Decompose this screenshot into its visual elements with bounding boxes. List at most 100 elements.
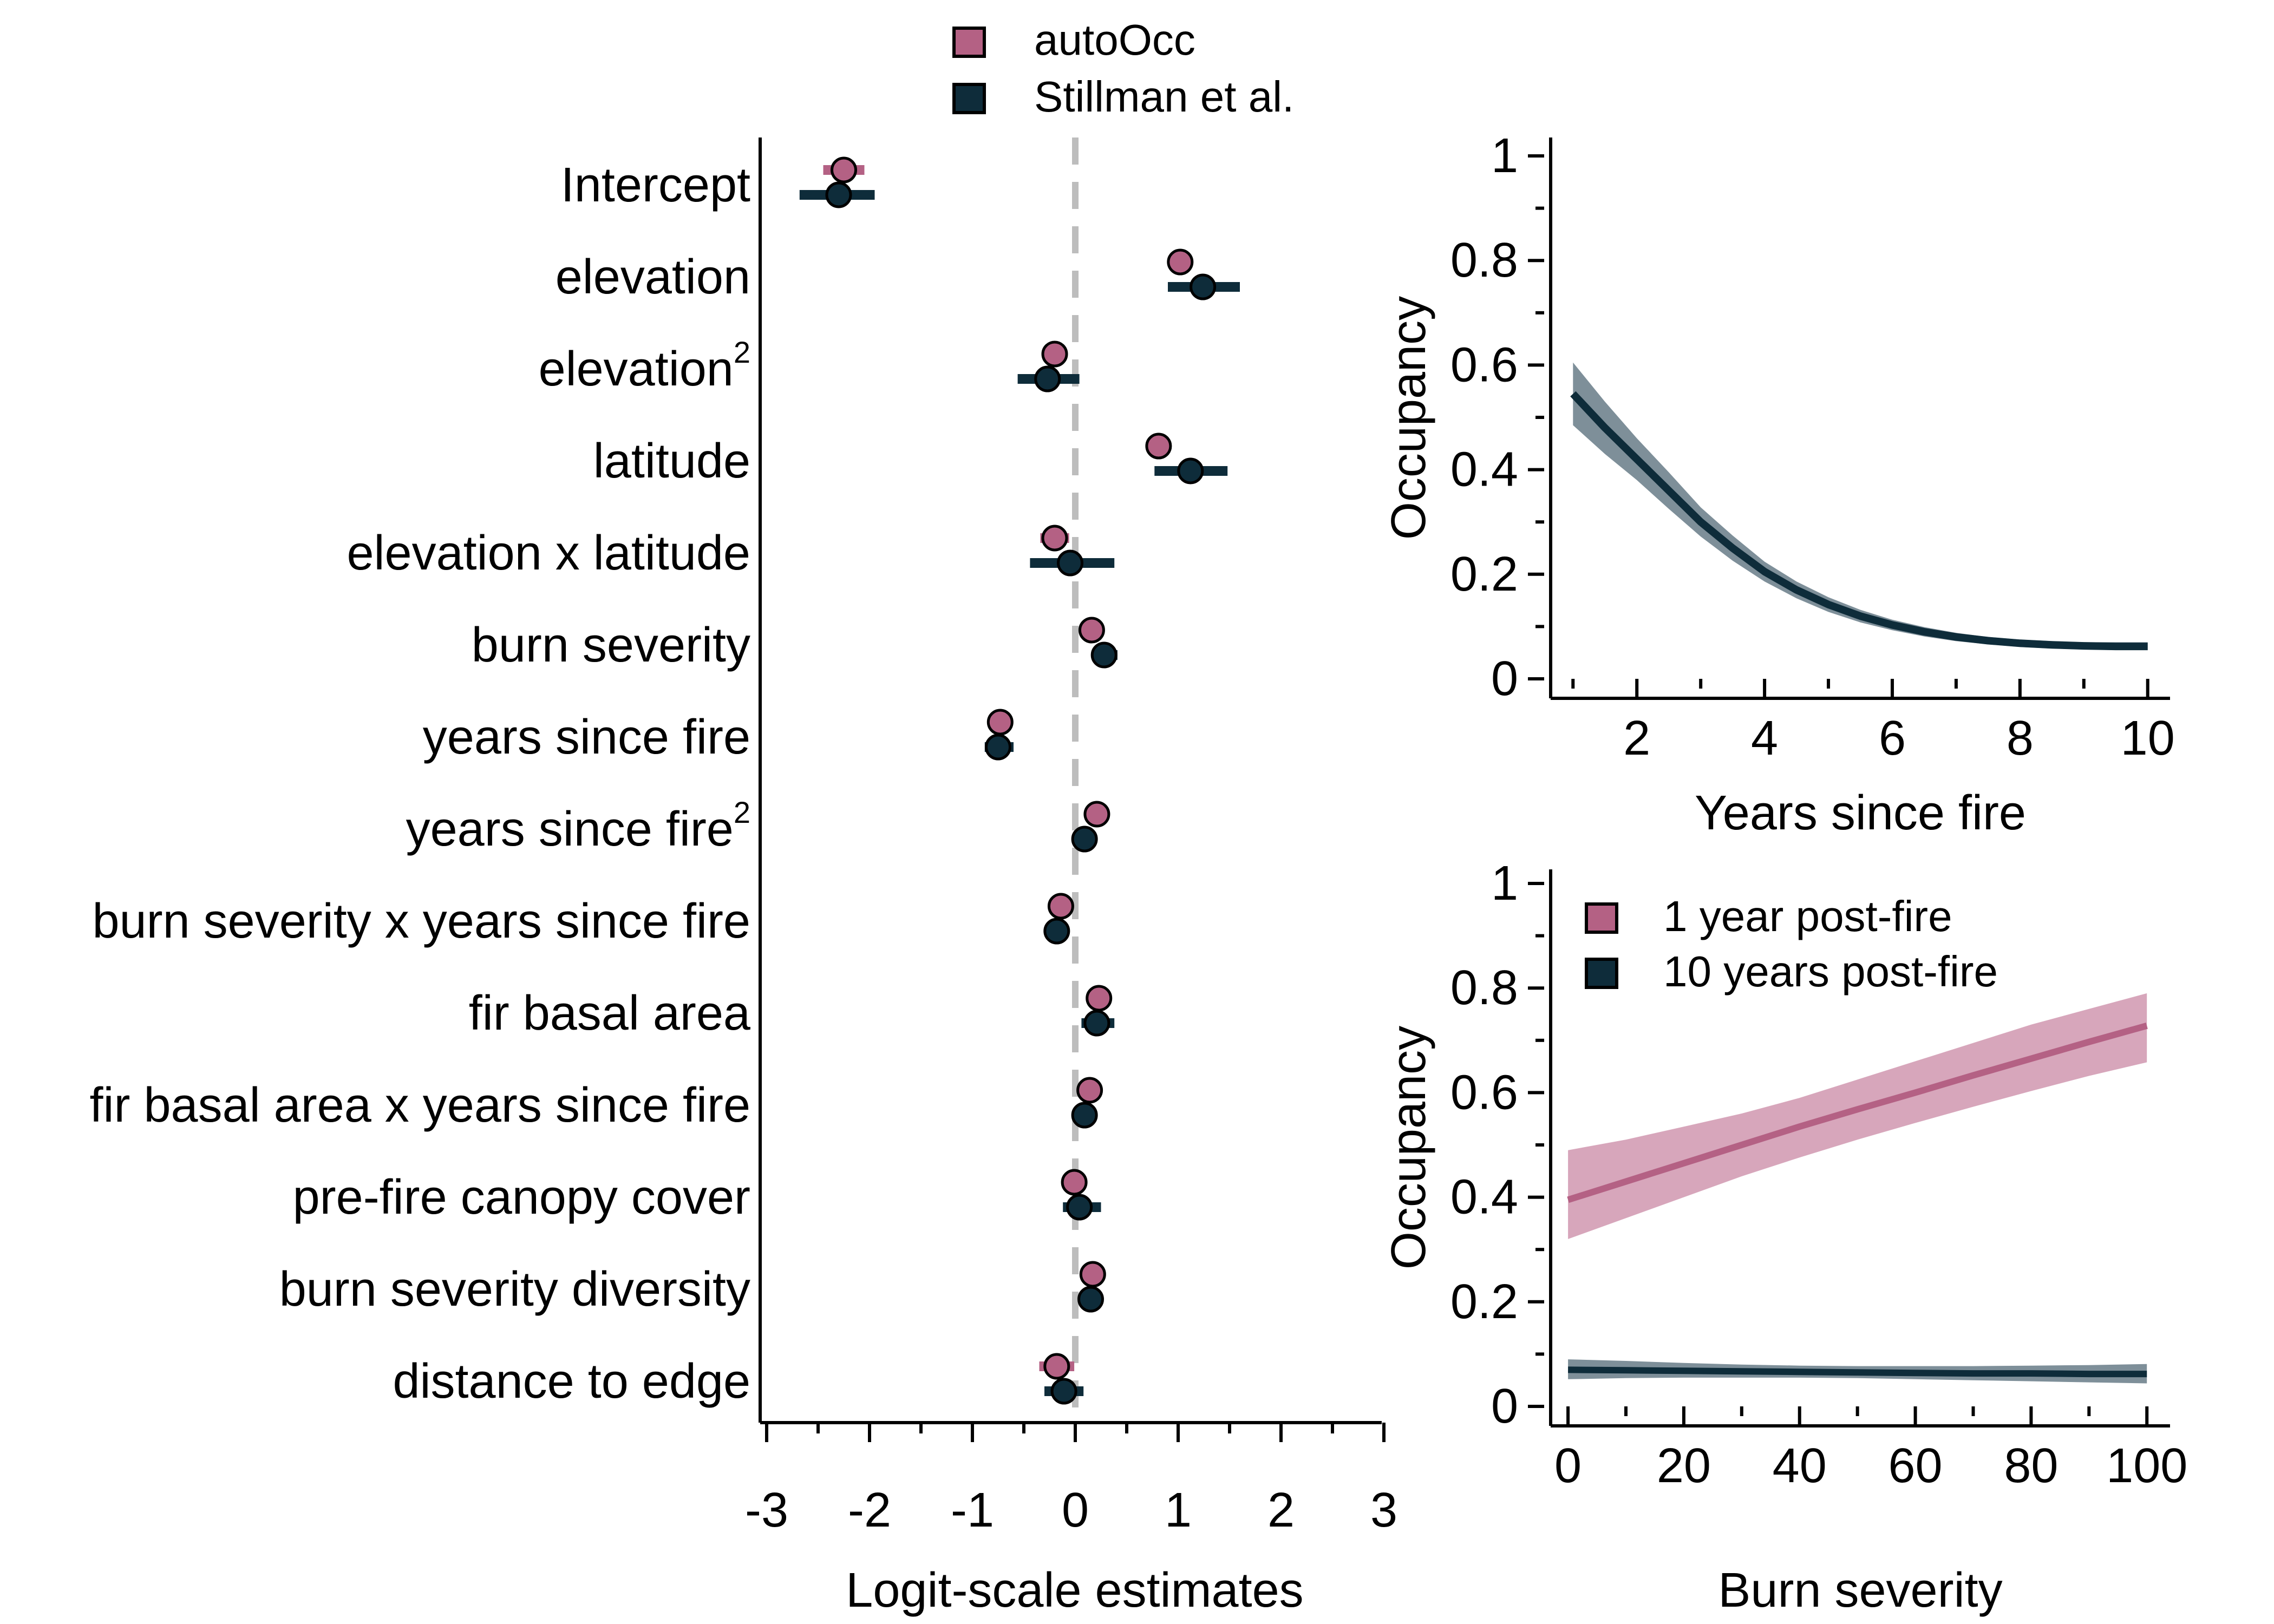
autoocc-point: [1167, 248, 1194, 276]
term-label: fir basal area x years since fire: [90, 1078, 751, 1132]
coef-x-tick-label: -3: [745, 1483, 788, 1537]
stillman-point: [1071, 826, 1098, 853]
c-legend: 1 year post-fire 10 years post-fire: [1585, 892, 1998, 996]
autoocc-point: [1086, 985, 1113, 1012]
stillman-point: [825, 181, 852, 208]
stillman-point: [1090, 641, 1118, 669]
stillman-point: [985, 734, 1011, 761]
term-label: elevation x latitude: [347, 526, 751, 580]
x-tick-label: 0: [1554, 1439, 1582, 1493]
legend-label-ten-years: 10 years post-fire: [1663, 947, 1998, 996]
coef-x-tick-label: -2: [848, 1483, 891, 1537]
ten-years-occupancy-line: [1568, 1366, 2147, 1378]
autoocc-point: [1061, 1169, 1088, 1196]
x-tick-label: 20: [1657, 1439, 1711, 1493]
stillman-point: [1043, 918, 1070, 945]
one-year-occupancy-line: [1567, 1023, 2148, 1203]
autoocc-point: [1047, 893, 1074, 920]
coef-legend: autoOcc Stillman et al.: [952, 16, 1294, 121]
term-label: burn severity x years since fire: [93, 894, 750, 948]
autoocc-point: [1041, 525, 1068, 552]
y-tick-label: 0: [1491, 1379, 1518, 1433]
stillman-point: [1050, 1378, 1077, 1405]
autoocc-point: [1145, 433, 1172, 460]
one-year-ci-band: [1568, 993, 2147, 1239]
years-since-fire-occupancy-line: [1570, 391, 2148, 651]
coef-x-tick-label: 3: [1370, 1483, 1397, 1537]
coef-x-tick-label: 1: [1165, 1483, 1192, 1537]
coef-x-ticks: -3 -2 -1 0 1 2 3: [745, 1423, 1397, 1537]
autoocc-point: [831, 156, 857, 184]
legend-label-stillman: Stillman et al.: [1034, 73, 1294, 121]
term-label: fir basal area: [469, 986, 751, 1040]
y-tick-label: 0.4: [1450, 1170, 1518, 1224]
term-label: burn severity: [472, 618, 750, 672]
years-since-fire-panel: 0 0.2 0.4 0.6 0.8 1 2 4 6 8 10 Years since fire Oc…: [1382, 129, 2175, 840]
autoocc-point: [1043, 1353, 1070, 1380]
y-tick-label: 0.4: [1450, 443, 1518, 497]
coefficient-marks: [799, 156, 1240, 1405]
y-tick-label: 0.8: [1450, 233, 1518, 287]
y-tick-label: 1: [1491, 856, 1518, 911]
term-label: distance to edge: [393, 1354, 751, 1409]
coef-x-tick-label: -1: [951, 1483, 994, 1537]
x-tick-label: 60: [1889, 1439, 1943, 1493]
legend-label-autoocc: autoOcc: [1034, 16, 1195, 64]
term-label: elevation2: [539, 335, 750, 396]
b-y-axis-label: Occupancy: [1382, 296, 1436, 540]
y-tick-label: 0.6: [1450, 338, 1518, 392]
y-tick-label: 1: [1491, 129, 1518, 183]
autoocc-point: [1079, 1261, 1106, 1288]
term-label: latitude: [593, 434, 750, 488]
c-y-axis-label: Occupancy: [1382, 1026, 1436, 1269]
legend-swatch-stillman: [952, 83, 986, 114]
x-tick-label: 6: [1879, 711, 1906, 765]
x-tick-label: 80: [2004, 1439, 2058, 1493]
x-tick-label: 40: [1773, 1439, 1827, 1493]
stillman-point: [1034, 365, 1061, 392]
y-tick-label: 0.8: [1450, 961, 1518, 1015]
stillman-point: [1190, 273, 1217, 300]
autoocc-point: [1083, 801, 1110, 828]
burn-severity-panel: 0 0.2 0.4 0.6 0.8 1 0 20 40 60 80 100 1 year post-f…: [1382, 856, 2187, 1618]
autoocc-point: [986, 709, 1014, 736]
stillman-point: [1177, 457, 1204, 484]
x-tick-label: 8: [2007, 711, 2034, 765]
x-tick-label: 4: [1751, 711, 1778, 765]
years-since-fire-ci-band: [1573, 362, 2148, 650]
autoocc-point: [1078, 617, 1105, 644]
b-x-axis-label: Years since fire: [1695, 786, 2026, 840]
coef-x-tick-label: 2: [1267, 1483, 1295, 1537]
term-label: burn severity diversity: [279, 1262, 750, 1317]
coef-x-tick-label: 0: [1062, 1483, 1089, 1537]
term-label: years since fire: [423, 710, 750, 764]
x-tick-label: 2: [1623, 711, 1650, 765]
stillman-point: [1066, 1194, 1093, 1221]
legend-swatch-one-year: [1585, 902, 1618, 934]
x-tick-label: 10: [2121, 711, 2175, 765]
stillman-point: [1077, 1286, 1104, 1313]
stillman-point: [1083, 1010, 1110, 1037]
y-tick-label: 0.6: [1450, 1065, 1518, 1119]
legend-swatch-autoocc: [952, 27, 986, 58]
autoocc-point: [1076, 1077, 1103, 1104]
coefficient-plot: Intercept elevation elevation2 latitude elev…: [90, 137, 1397, 1618]
term-label: elevation: [556, 250, 750, 304]
stillman-point: [1071, 1102, 1098, 1129]
autoocc-point: [1041, 340, 1068, 368]
stillman-point: [1057, 549, 1083, 577]
coef-x-axis-label: Logit-scale estimates: [846, 1563, 1303, 1618]
term-label: Intercept: [561, 158, 750, 212]
c-x-axis-label: Burn severity: [1718, 1563, 2002, 1618]
x-tick-label: 100: [2106, 1439, 2187, 1493]
legend-swatch-ten-years: [1585, 958, 1618, 989]
b-ticks: 0 0.2 0.4 0.6 0.8 1 2 4 6 8 10: [1450, 129, 2175, 765]
y-tick-label: 0.2: [1450, 1275, 1518, 1329]
term-label: pre-fire canopy cover: [293, 1170, 750, 1224]
c-ticks: 0 0.2 0.4 0.6 0.8 1 0 20 40 60 80 100: [1450, 856, 2187, 1493]
y-tick-label: 0.2: [1450, 547, 1518, 601]
term-labels: Intercept elevation elevation2 latitude elev…: [90, 158, 751, 1409]
term-label: years since fire2: [406, 795, 750, 856]
y-tick-label: 0: [1491, 652, 1518, 706]
